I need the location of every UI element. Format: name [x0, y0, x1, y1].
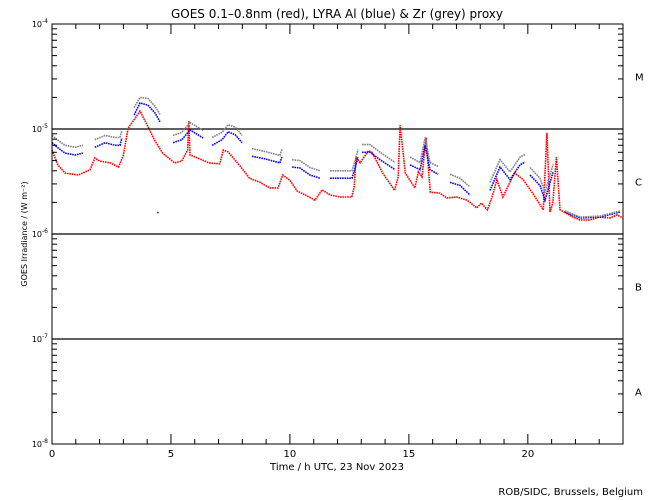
- data-series-segment: [409, 137, 439, 168]
- data-series-segment: [362, 143, 396, 164]
- data-series-segment: [449, 181, 471, 196]
- y-tick-label: 10-8: [32, 438, 48, 449]
- data-series-segment: [133, 102, 161, 123]
- x-tick-label: 5: [168, 449, 174, 460]
- y-tick-label: 10-4: [32, 18, 48, 29]
- y-axis-label: GOES Irradiance / (W m⁻²): [20, 181, 29, 286]
- x-tick-label: 20: [521, 449, 534, 460]
- y-tick-label: 10-7: [32, 333, 48, 344]
- flare-class-label: C: [635, 178, 642, 189]
- flare-class-label: A: [635, 388, 642, 399]
- data-series-segment: [330, 156, 359, 179]
- x-tick-label: 10: [284, 449, 297, 460]
- data-series-segment: [330, 149, 359, 172]
- data-series-segment: [51, 134, 84, 149]
- data-series-segment: [51, 142, 84, 156]
- x-tick-label: 0: [49, 449, 55, 460]
- data-series-segment: [489, 153, 526, 183]
- data-series-segment: [94, 137, 123, 149]
- data-series-segment: [529, 164, 554, 195]
- data-series-segment: [211, 123, 243, 139]
- y-tick-label: 10-5: [32, 123, 48, 134]
- data-series-segment: [564, 210, 621, 218]
- data-series-segment: [94, 130, 123, 141]
- data-point: [157, 211, 159, 214]
- x-tick-label: 15: [403, 449, 416, 460]
- flare-class-label: M: [635, 73, 644, 84]
- data-series-segment: [172, 128, 204, 144]
- flare-class-label: B: [635, 283, 642, 294]
- data-series-segment: [409, 145, 439, 175]
- data-series-segment: [251, 147, 283, 157]
- data-series-segment: [449, 173, 471, 188]
- data-series-segment: [172, 121, 204, 137]
- series-lyra-zr-proxy: [51, 96, 621, 218]
- data-series-segment: [211, 130, 243, 146]
- y-tick-label: 10-6: [32, 228, 48, 239]
- data-series-segment: [51, 109, 624, 221]
- series-goes-0-1-0-8nm: [51, 109, 624, 221]
- data-series-segment: [362, 151, 396, 171]
- data-series-segment: [489, 161, 526, 191]
- data-series-segment: [292, 158, 321, 172]
- data-series-segment: [564, 211, 621, 219]
- data-series-segment: [133, 96, 161, 115]
- series-lyra-al-proxy: [51, 102, 621, 219]
- chart-title: GOES 0.1–0.8nm (red), LYRA Al (blue) & Z…: [171, 7, 503, 21]
- data-series-segment: [529, 171, 554, 203]
- data-series-segment: [291, 166, 321, 179]
- footer-credit: ROB/SIDC, Brussels, Belgium: [498, 487, 643, 498]
- x-axis-label: Time / h UTC, 23 Nov 2023: [269, 462, 404, 473]
- data-series-segment: [251, 155, 283, 164]
